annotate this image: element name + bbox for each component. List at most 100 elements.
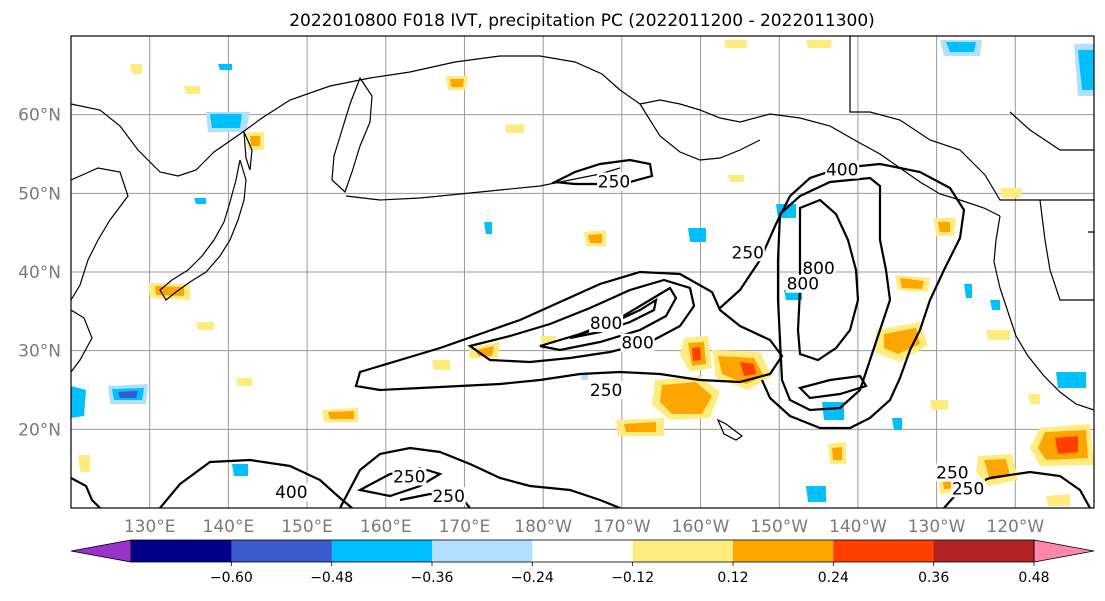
lat-tick-label: 60°N (18, 106, 61, 126)
colorbar-tick-label: −0.36 (411, 570, 454, 586)
lon-tick-label: 140°W (829, 517, 887, 537)
colorbar-segment (532, 540, 634, 562)
lat-tick-label: 20°N (18, 420, 61, 440)
colorbar-extend-max (1033, 539, 1095, 563)
colorbar-tick-label: 0.24 (818, 570, 849, 586)
contour-label: 250 (936, 464, 968, 484)
lon-tick-label: 160°W (672, 517, 730, 537)
colorbar-frame (130, 539, 1035, 563)
contour-label: 250 (393, 467, 425, 487)
coastline-hawaii (716, 418, 744, 441)
precip-area (78, 455, 90, 472)
colorbar-tick-label: −0.12 (611, 570, 654, 586)
contour-label: 250 (732, 243, 764, 263)
coastline-asia (71, 55, 641, 177)
precip-area (930, 400, 948, 410)
ivt-contour-800 (796, 198, 860, 362)
precip-area (184, 86, 200, 94)
colorbar-segment (131, 540, 232, 562)
contour-label-bg (589, 314, 624, 333)
colorbar-tick-label: 0.12 (717, 570, 748, 586)
figure-title: 2022010800 F018 IVT, precipitation PC (2… (289, 11, 875, 31)
ivt-contour-250 (356, 466, 443, 498)
precip-area (328, 411, 354, 419)
precip-area (236, 378, 252, 386)
colorbar-segment (833, 540, 935, 562)
precip-area (432, 360, 450, 370)
precip-area (155, 286, 184, 296)
contour-label-bg (951, 479, 986, 498)
colorbar-tick-label: 0.48 (1018, 570, 1049, 586)
contour-label: 250 (590, 381, 622, 401)
lon-tick-label: 140°E (203, 517, 255, 537)
precip-area (946, 42, 976, 52)
lat-tick-label: 50°N (18, 184, 61, 204)
precip-area (1000, 188, 1022, 198)
precip-area (218, 64, 232, 70)
coastline-kamchatka (331, 76, 373, 194)
colorbar-segment (331, 540, 433, 562)
contour-label-bg (785, 274, 820, 293)
colorbar-tick-label: 0.36 (918, 570, 949, 586)
contour-label-bg (825, 160, 860, 179)
political-boundary (1009, 111, 1094, 151)
precip-area (450, 79, 464, 87)
ivt-contour-800 (797, 374, 868, 400)
coastline-alaska (639, 99, 1001, 217)
contour-label: 800 (802, 259, 834, 279)
coastline-aleutians (345, 167, 621, 201)
precipitation-shading (71, 40, 1094, 506)
ivt-contour-250 (339, 446, 621, 508)
precip-area (1056, 372, 1086, 388)
precip-area (1078, 50, 1094, 90)
precip-area (505, 124, 524, 133)
lat-tick-label: 40°N (18, 263, 61, 283)
precip-area (1055, 436, 1078, 454)
coastline-northwest-america (993, 215, 1094, 411)
coastline-asia (71, 309, 93, 373)
precip-area (822, 402, 844, 420)
precip-area (484, 222, 492, 234)
political-boundary (849, 36, 1094, 201)
contour-label-bg (596, 172, 631, 191)
precip-area (1046, 494, 1070, 506)
contour-label-bg (620, 333, 655, 352)
ivt-contour-400 (159, 458, 353, 508)
ivt-contour-250 (354, 270, 784, 392)
contour-label-bg (589, 380, 624, 399)
lon-tick-label: 130°W (908, 517, 966, 537)
political-boundary (1039, 199, 1094, 301)
colorbar-segment (231, 540, 333, 562)
precip-area (210, 114, 242, 128)
precip-area (660, 382, 712, 414)
lon-tick-label: 150°E (281, 517, 333, 537)
map-frame (70, 35, 1095, 509)
contour-label-bg (801, 259, 836, 277)
map-panel: 250400250800800800800250400250250250250 … (18, 35, 1095, 537)
precip-area (728, 175, 744, 182)
coastlines (71, 36, 1094, 441)
colorbar-tick-label: −0.48 (310, 570, 353, 586)
precip-area (832, 447, 842, 460)
contour-label: 250 (952, 479, 984, 499)
colorbar: −0.60 −0.48 −0.36 −0.24 −0.12 0.12 0.24 0.36 0.4… (70, 539, 1095, 586)
precip-area (964, 284, 972, 298)
precip-area (892, 418, 902, 430)
precip-area (718, 356, 764, 384)
contour-label-bg (392, 467, 427, 486)
contour-label: 250 (432, 487, 464, 507)
ivt-contour-250 (719, 162, 966, 430)
precip-area (1028, 394, 1040, 404)
precip-area (692, 347, 701, 361)
lon-tick-label: 170°W (593, 517, 651, 537)
lon-tick-label: 160°E (360, 517, 412, 537)
contour-label-bg (730, 243, 765, 262)
ivt-contour-400 (467, 278, 696, 364)
precip-area (194, 198, 206, 204)
colorbar-tick-label: −0.60 (210, 570, 253, 586)
axis-tick-labels: 20°N 30°N 40°N 50°N 60°N 130°E 140°E 150°E 160°E… (18, 106, 1044, 537)
precip-area (196, 322, 214, 330)
precip-area (900, 278, 924, 289)
